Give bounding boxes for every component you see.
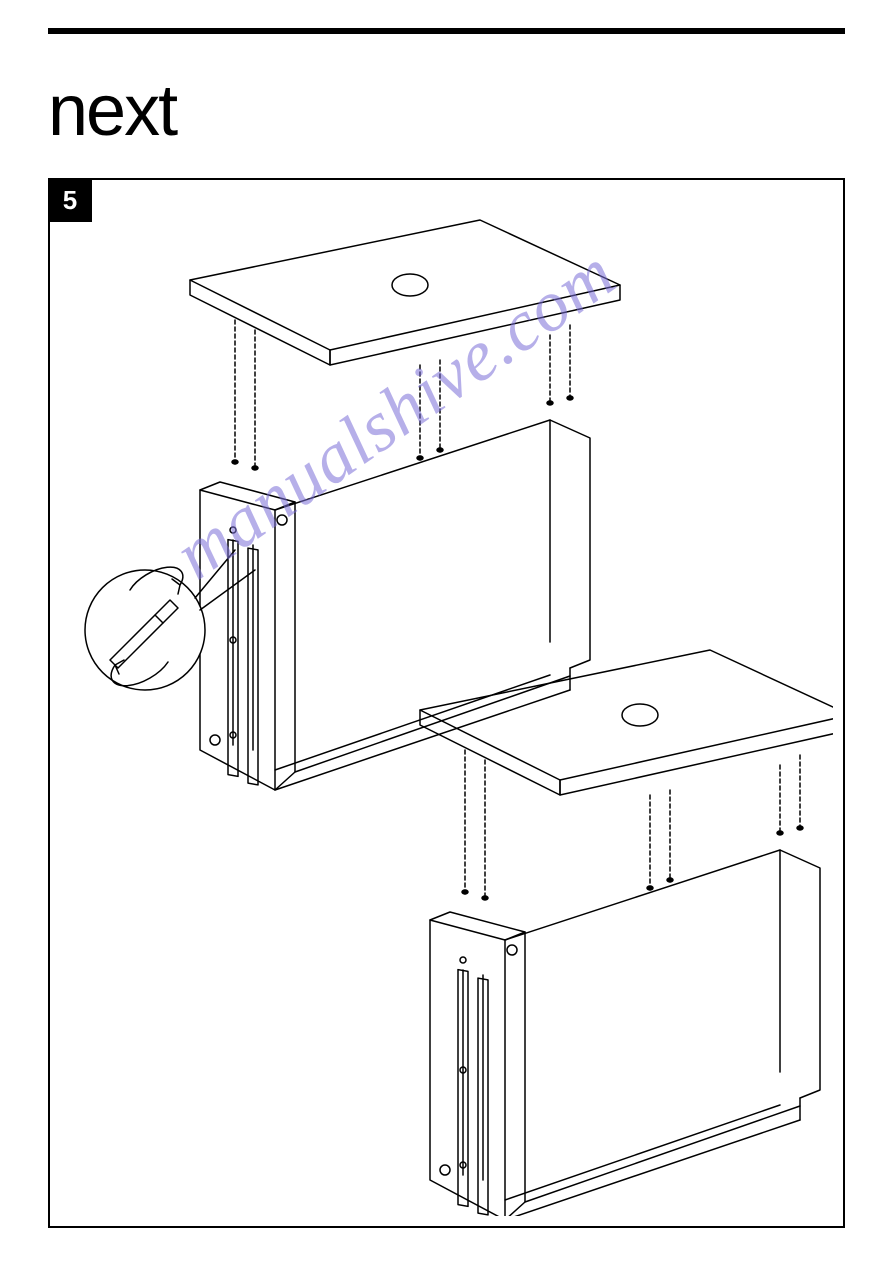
top-board — [420, 650, 833, 795]
top-board — [190, 220, 620, 365]
top-rule — [48, 28, 845, 34]
detail-callout — [85, 550, 255, 690]
unit-top — [85, 220, 620, 790]
dowels — [462, 826, 803, 900]
runner-rail-left — [228, 527, 238, 776]
cabinet — [200, 420, 590, 790]
brand-logo: next — [48, 70, 176, 152]
runner-rail-left-2 — [248, 545, 258, 785]
assembly-diagram — [60, 190, 833, 1216]
runner-rail-left — [458, 957, 468, 1206]
dowels — [232, 396, 573, 470]
runner-rail-left-2 — [478, 975, 488, 1215]
unit-bottom — [420, 650, 833, 1216]
cabinet — [430, 850, 820, 1216]
